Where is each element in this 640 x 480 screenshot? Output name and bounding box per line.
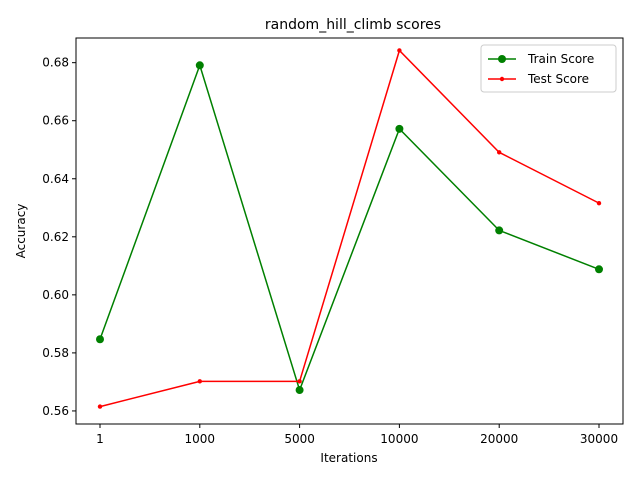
x-tick-label: 1000: [185, 432, 216, 446]
train-score-line: [99, 62, 600, 393]
legend-train-score-label: Train Score: [527, 52, 594, 66]
x-tick-label: 5000: [284, 432, 315, 446]
train-score-point: [495, 226, 504, 235]
legend-test-score-label: Test Score: [527, 72, 589, 86]
test-score-point: [297, 379, 302, 384]
y-tick-label: 0.68: [42, 56, 69, 70]
y-tick-label: 0.56: [42, 404, 69, 418]
test-score-point: [397, 48, 402, 53]
y-tick-label: 0.62: [42, 230, 69, 244]
test-score-point: [97, 404, 103, 409]
train-score-point: [595, 265, 603, 274]
x-axis: 1 1000 5000 10000 20000 30000: [96, 424, 618, 446]
test-score-point: [497, 150, 502, 155]
chart-title: random_hill_climb scores: [265, 17, 441, 33]
y-tick-label: 0.58: [42, 346, 69, 360]
y-tick-label: 0.64: [42, 172, 69, 186]
test-score-line: [99, 49, 600, 408]
legend-test-score-marker: [499, 76, 505, 82]
y-axis: 0.56 0.58 0.60 0.62 0.64 0.66 0.68: [42, 56, 76, 418]
legend-train-score-marker: [498, 55, 506, 63]
x-tick-label: 20000: [480, 432, 518, 446]
y-tick-label: 0.66: [42, 114, 69, 128]
y-tick-label: 0.60: [42, 288, 69, 302]
plot-area-frame: [75, 37, 624, 425]
train-score-point: [395, 124, 404, 133]
legend-box: [480, 44, 617, 93]
y-axis-label: Accuracy: [14, 204, 28, 259]
train-score-point: [295, 386, 304, 395]
x-axis-label: Iterations: [320, 451, 377, 465]
x-tick-label: 10000: [380, 432, 418, 446]
train-score-point: [195, 61, 204, 70]
train-score-point: [96, 335, 104, 344]
legend: Train Score Test Score: [480, 44, 617, 93]
test-score-point: [596, 200, 602, 206]
x-tick-label: 30000: [580, 432, 618, 446]
test-score-point: [197, 379, 202, 384]
x-tick-label: 1: [96, 432, 104, 446]
series-layer: [96, 48, 603, 409]
